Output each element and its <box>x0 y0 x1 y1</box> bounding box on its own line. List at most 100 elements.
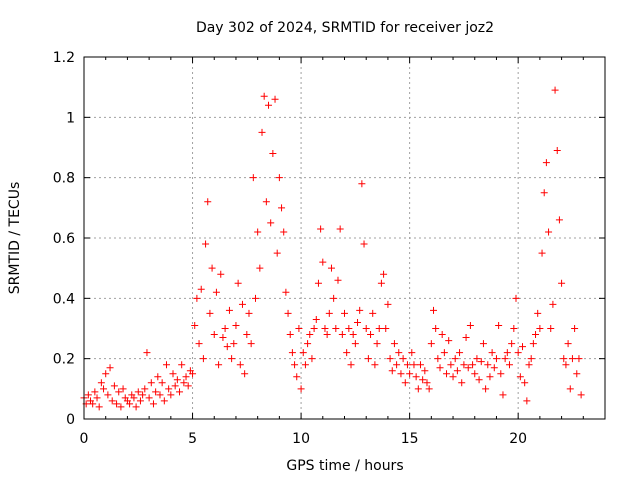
data-point <box>325 309 333 317</box>
data-point <box>338 331 346 339</box>
data-point <box>189 370 197 378</box>
data-point <box>553 147 561 155</box>
data-point <box>149 400 157 408</box>
data-point <box>310 325 318 332</box>
data-point <box>223 343 231 351</box>
data-point <box>358 180 366 188</box>
data-point <box>91 388 99 396</box>
data-point <box>542 159 550 167</box>
data-point <box>388 367 396 375</box>
data-point <box>547 325 555 332</box>
data-point <box>343 349 351 357</box>
data-point <box>176 388 184 396</box>
data-point <box>425 385 433 393</box>
data-point <box>158 379 166 387</box>
data-point <box>284 309 292 317</box>
data-point <box>564 340 572 348</box>
data-point <box>245 309 253 317</box>
data-point <box>117 403 125 411</box>
data-point <box>421 367 429 375</box>
data-point <box>460 361 468 369</box>
data-point <box>275 174 283 182</box>
data-point <box>536 325 544 332</box>
data-point <box>403 361 411 369</box>
data-point <box>482 385 490 393</box>
data-point <box>549 300 557 308</box>
data-point <box>438 331 446 339</box>
data-point <box>197 285 205 293</box>
data-point <box>225 306 233 314</box>
data-point <box>510 325 518 332</box>
data-point <box>430 306 438 314</box>
data-point <box>408 349 416 357</box>
data-point <box>532 331 540 339</box>
data-point <box>215 361 223 369</box>
data-point <box>110 382 118 390</box>
data-point <box>414 385 422 393</box>
data-point <box>108 397 116 405</box>
data-point <box>323 331 331 339</box>
data-point <box>434 355 442 363</box>
data-point <box>327 264 335 272</box>
data-point <box>412 373 420 381</box>
data-point <box>258 128 266 136</box>
data-point <box>178 361 186 369</box>
data-point <box>152 388 160 396</box>
data-point <box>217 270 225 278</box>
data-points <box>80 86 585 411</box>
data-point <box>306 331 314 339</box>
data-point <box>288 349 296 357</box>
data-point <box>479 340 487 348</box>
data-point <box>545 228 553 236</box>
y-tick-label: 0.8 <box>53 171 75 187</box>
data-point <box>126 400 134 408</box>
data-point <box>106 364 114 372</box>
data-point <box>377 279 385 287</box>
data-point <box>453 367 461 375</box>
data-point <box>262 198 270 206</box>
data-point <box>202 240 210 248</box>
data-point <box>354 318 362 326</box>
data-point <box>458 379 466 387</box>
x-axis-label: GPS time / hours <box>286 458 403 474</box>
data-point <box>136 397 144 405</box>
data-point <box>265 101 273 109</box>
data-point <box>495 321 503 329</box>
x-tick-label: 20 <box>509 431 527 447</box>
data-point <box>132 403 140 411</box>
data-point <box>575 355 583 363</box>
data-point <box>375 325 383 332</box>
data-point <box>115 388 123 396</box>
data-point <box>384 300 392 308</box>
data-point <box>390 340 398 348</box>
data-point <box>362 325 370 332</box>
data-point <box>280 228 288 236</box>
data-point <box>440 349 448 357</box>
data-point <box>345 325 353 332</box>
data-point <box>219 334 227 342</box>
data-point <box>293 373 301 381</box>
data-point <box>432 325 440 332</box>
data-point <box>271 95 279 103</box>
data-point <box>156 391 164 399</box>
data-point <box>560 355 568 363</box>
data-point <box>401 379 409 387</box>
data-point <box>527 355 535 363</box>
data-point <box>319 258 327 266</box>
data-point <box>312 315 320 323</box>
data-point <box>534 309 542 317</box>
data-point <box>371 361 379 369</box>
data-point <box>503 349 511 357</box>
data-point <box>282 288 290 296</box>
data-point <box>212 288 220 296</box>
data-point <box>221 325 229 332</box>
data-point <box>102 370 110 378</box>
data-point <box>236 361 244 369</box>
data-point <box>180 379 188 387</box>
data-point <box>497 370 505 378</box>
x-tick-label: 15 <box>401 431 419 447</box>
data-point <box>204 198 212 206</box>
data-point <box>291 361 299 369</box>
data-point <box>473 355 481 363</box>
data-point <box>341 309 348 317</box>
